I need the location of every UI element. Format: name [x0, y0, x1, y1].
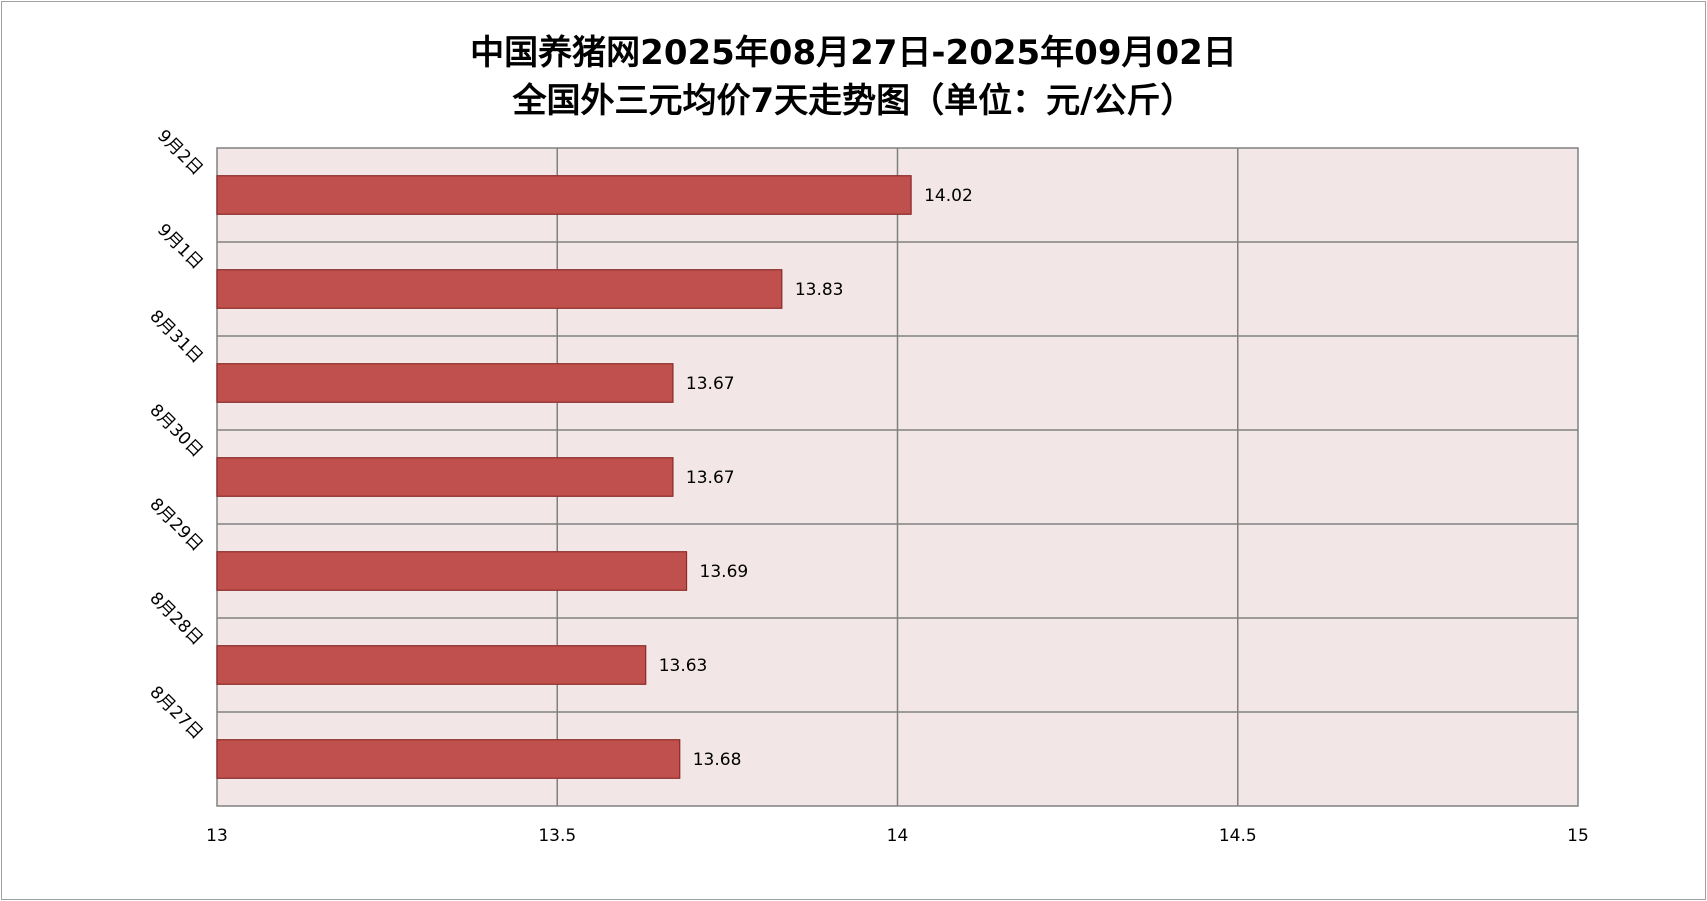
data-label: 13.67	[686, 468, 735, 488]
data-label: 13.69	[700, 562, 749, 582]
chart-title: 中国养猪网2025年08月27日-2025年09月02日	[470, 33, 1237, 73]
bar	[216, 457, 674, 497]
data-label: 13.67	[686, 374, 735, 394]
category-label: 9月1日	[153, 220, 206, 273]
category-label: 8月31日	[145, 306, 206, 367]
bar	[216, 739, 681, 779]
x-tick-label: 13.5	[538, 826, 576, 846]
bar	[216, 645, 647, 685]
data-label: 13.83	[795, 280, 844, 300]
category-label: 8月27日	[145, 682, 206, 743]
category-label: 9月2日	[153, 126, 206, 179]
x-tick-label: 15	[1567, 826, 1589, 846]
x-tick-label: 14	[887, 826, 909, 846]
category-label: 8月28日	[145, 588, 206, 649]
category-label: 8月29日	[145, 494, 206, 555]
bar	[216, 175, 912, 215]
data-label: 14.02	[924, 186, 973, 206]
bar	[216, 363, 674, 403]
bar	[216, 551, 688, 591]
data-label: 13.63	[659, 656, 708, 676]
category-label: 8月30日	[145, 400, 206, 461]
x-tick-label: 14.5	[1219, 826, 1257, 846]
data-label: 13.68	[693, 750, 742, 770]
bar	[216, 269, 783, 309]
chart-subtitle: 全国外三元均价7天走势图（单位：元/公斤）	[512, 81, 1195, 121]
x-tick-label: 13	[206, 826, 228, 846]
